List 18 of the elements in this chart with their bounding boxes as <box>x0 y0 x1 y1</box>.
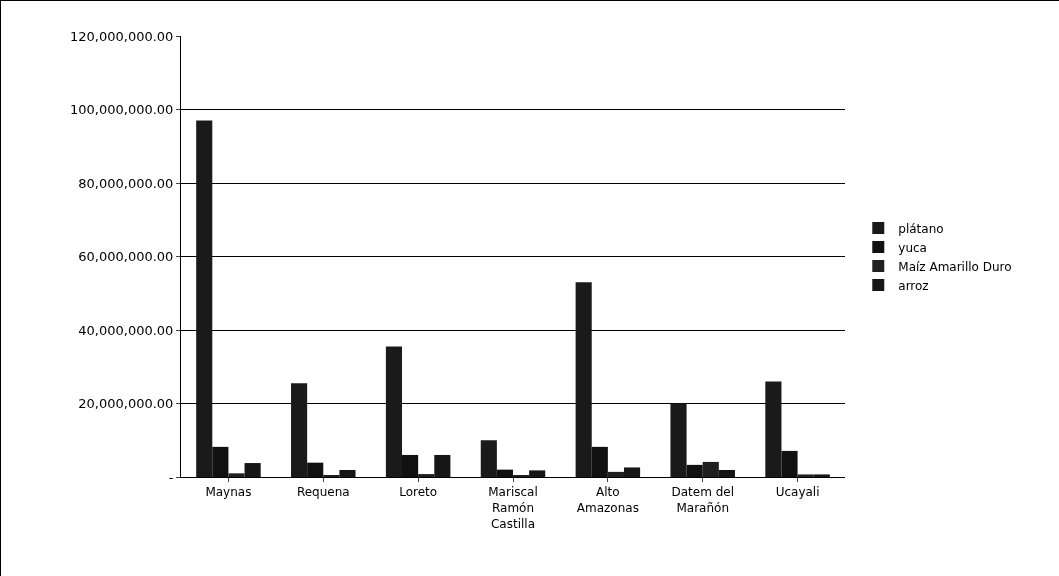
x-tick-label: Loreto <box>399 485 438 500</box>
x-tick-label: Mariscal Ramón Castilla <box>488 485 538 531</box>
x-tick-label: Datem del Marañón <box>671 485 734 515</box>
y-tick-label: - <box>168 469 174 485</box>
legend-label: plátano <box>898 221 944 236</box>
legend-label: arroz <box>898 278 929 293</box>
y-tick-label: 40,000,000.00 <box>78 322 174 338</box>
legend-label: yuca <box>898 240 927 255</box>
y-tick-label: 120,000,000.00 <box>70 28 174 44</box>
y-tick-label: 20,000,000.00 <box>78 396 174 412</box>
legend-label: Maíz Amarillo Duro <box>898 259 1012 274</box>
y-tick-label: 60,000,000.00 <box>78 249 174 265</box>
x-tick-label: Requena <box>296 485 350 500</box>
x-tick-label: Alto Amazonas <box>576 485 639 515</box>
y-tick-label: 100,000,000.00 <box>70 102 174 118</box>
x-tick-label: Ucayali <box>775 485 820 500</box>
x-tick-label: Maynas <box>205 485 252 500</box>
y-tick-label: 80,000,000.00 <box>78 175 174 191</box>
